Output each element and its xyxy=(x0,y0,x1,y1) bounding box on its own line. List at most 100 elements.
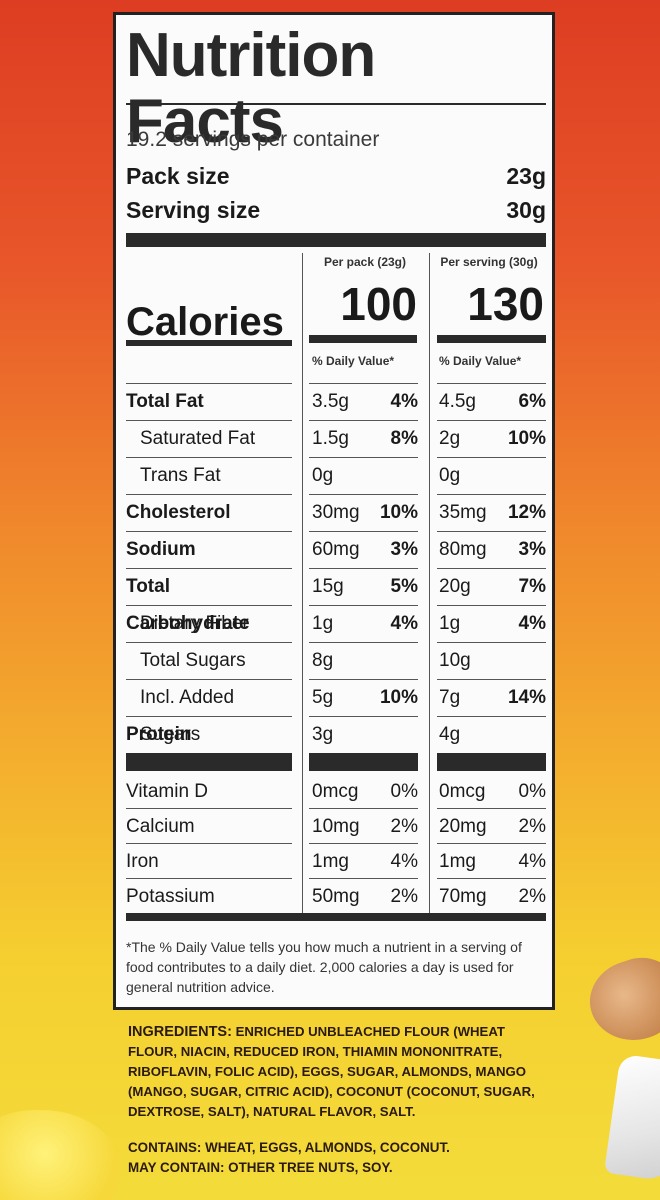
nutrient-dv-serving: 6% xyxy=(518,391,546,412)
serving-size-value: 30g xyxy=(506,197,546,223)
nutrient-name: Trans Fat xyxy=(140,465,221,486)
row-divider xyxy=(309,679,418,680)
vitamin-amount-serving: 0mcg xyxy=(439,781,486,802)
nutrient-dv-pack: 4% xyxy=(390,391,418,412)
thick-bar-vitamins-serving xyxy=(437,753,546,771)
nutrient-dv-serving xyxy=(492,457,546,494)
row-divider xyxy=(437,494,546,495)
nutrient-dv-pack: 4% xyxy=(390,613,418,634)
row-divider xyxy=(437,679,546,680)
pack-size-value: 23g xyxy=(506,163,546,189)
nutrient-dv-serving xyxy=(492,642,546,679)
nutrient-amount-serving: 7g xyxy=(439,687,461,708)
nutrient-amount-pack: 8g xyxy=(312,650,334,671)
mango-photo xyxy=(0,1110,120,1200)
daily-value-footnote: *The % Daily Value tells you how much a … xyxy=(126,939,522,995)
nutrient-amount-serving: 35mg xyxy=(439,502,487,523)
vitamin-name: Vitamin D xyxy=(126,781,209,802)
vitamin-amount-serving: 70mg xyxy=(439,886,487,907)
row-divider xyxy=(309,843,418,844)
nutrient-name: Total Fat xyxy=(126,391,204,412)
nutrient-name: Sodium xyxy=(126,539,196,560)
pack-size-row: Pack size 23g xyxy=(126,163,546,190)
nutrient-amount-serving: 2g xyxy=(439,428,461,449)
row-divider xyxy=(126,420,292,421)
row-divider xyxy=(309,457,418,458)
nutrient-amount-pack: 15g xyxy=(312,576,344,597)
nutrient-dv-pack xyxy=(366,642,418,679)
vitamin-amount-pack: 0mcg xyxy=(312,781,359,802)
nutrient-dv-serving: 12% xyxy=(507,502,546,523)
ingredients-text: ENRICHED UNBLEACHED FLOUR (WHEAT FLOUR, … xyxy=(128,1024,535,1119)
nutrient-amount-pack: 0g xyxy=(312,465,334,486)
row-divider xyxy=(437,531,546,532)
row-divider xyxy=(309,420,418,421)
calories-pack: 100 xyxy=(340,278,417,330)
row-divider xyxy=(126,679,292,680)
row-divider xyxy=(309,383,418,384)
contains-statement: CONTAINS: WHEAT, EGGS, ALMONDS, COCONUT. xyxy=(128,1140,450,1155)
calories-bar-pack xyxy=(309,335,417,343)
row-divider xyxy=(309,605,418,606)
nutrient-dv-pack: 10% xyxy=(379,502,418,523)
nutrient-dv-serving: 10% xyxy=(507,428,546,449)
nutrient-name: Dietary Fiber xyxy=(140,613,249,634)
may-contain-statement: MAY CONTAIN: OTHER TREE NUTS, SOY. xyxy=(128,1160,393,1175)
servings-per-container: 19.2 servings per container xyxy=(126,128,380,151)
nutrient-dv-pack xyxy=(366,457,418,494)
row-divider xyxy=(126,457,292,458)
allergen-statement: CONTAINS: WHEAT, EGGS, ALMONDS, COCONUT.… xyxy=(128,1138,550,1178)
vitamin-name: Calcium xyxy=(126,816,195,837)
row-divider xyxy=(437,716,546,717)
row-divider xyxy=(309,568,418,569)
row-divider xyxy=(126,605,292,606)
daily-value-header-serving: % Daily Value* xyxy=(439,354,522,368)
row-divider xyxy=(437,568,546,569)
nutrient-name: Cholesterol xyxy=(126,502,231,523)
nutrition-facts-panel: Nutrition Facts 19.2 servings per contai… xyxy=(113,12,555,1010)
thick-bar-bottom xyxy=(126,913,546,921)
nutrient-amount-serving: 20g xyxy=(439,576,471,597)
vitamin-dv-pack: 2% xyxy=(390,816,418,837)
nutrient-dv-serving: 14% xyxy=(507,687,546,708)
vitamin-amount-pack: 1mg xyxy=(312,851,349,872)
nutrient-amount-serving: 4g xyxy=(439,724,461,745)
label-title: Nutrition Facts xyxy=(126,21,376,156)
row-divider xyxy=(126,531,292,532)
pack-size-label: Pack size xyxy=(126,163,230,189)
title-rule xyxy=(126,103,546,105)
row-divider xyxy=(309,642,418,643)
row-divider xyxy=(437,383,546,384)
nutrient-name: Protein xyxy=(126,724,192,745)
column-divider-1 xyxy=(302,253,303,918)
column-divider-2 xyxy=(429,253,430,918)
column-header-serving: Per serving (30g) xyxy=(440,255,538,269)
vitamin-dv-serving: 0% xyxy=(518,781,546,802)
ingredients-heading: INGREDIENTS: xyxy=(128,1024,232,1040)
nutrient-dv-pack xyxy=(366,716,418,753)
serving-size-label: Serving size xyxy=(126,197,261,223)
daily-value-header-pack: % Daily Value* xyxy=(312,354,395,368)
row-divider xyxy=(309,531,418,532)
vitamin-dv-serving: 2% xyxy=(518,816,546,837)
nutrient-amount-pack: 1.5g xyxy=(312,428,349,449)
nutrient-dv-serving: 4% xyxy=(518,613,546,634)
vitamin-amount-pack: 10mg xyxy=(312,816,360,837)
row-divider xyxy=(126,383,292,384)
thick-bar-vitamins-pack xyxy=(309,753,418,771)
row-divider xyxy=(126,568,292,569)
row-divider xyxy=(126,494,292,495)
nutrient-amount-serving: 80mg xyxy=(439,539,487,560)
vitamin-dv-serving: 2% xyxy=(518,886,546,907)
row-divider xyxy=(437,420,546,421)
coconut-photo xyxy=(603,1053,660,1183)
vitamin-amount-serving: 20mg xyxy=(439,816,487,837)
row-divider xyxy=(126,808,292,809)
serving-size-row: Serving size 30g xyxy=(126,197,546,224)
nutrient-dv-pack: 5% xyxy=(390,576,418,597)
row-divider xyxy=(437,605,546,606)
nutrient-amount-serving: 0g xyxy=(439,465,461,486)
row-divider xyxy=(437,642,546,643)
nutrient-amount-pack: 3.5g xyxy=(312,391,349,412)
calories-serving: 130 xyxy=(467,278,544,330)
